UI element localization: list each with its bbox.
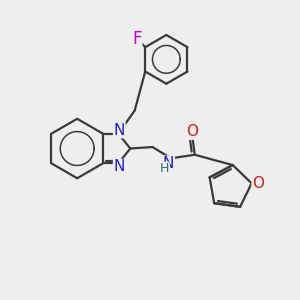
Text: N: N — [163, 156, 174, 171]
Text: O: O — [186, 124, 198, 139]
Text: N: N — [114, 159, 125, 174]
Text: H: H — [160, 162, 169, 175]
Text: N: N — [114, 123, 125, 138]
Text: F: F — [132, 30, 142, 48]
Text: O: O — [252, 176, 264, 191]
